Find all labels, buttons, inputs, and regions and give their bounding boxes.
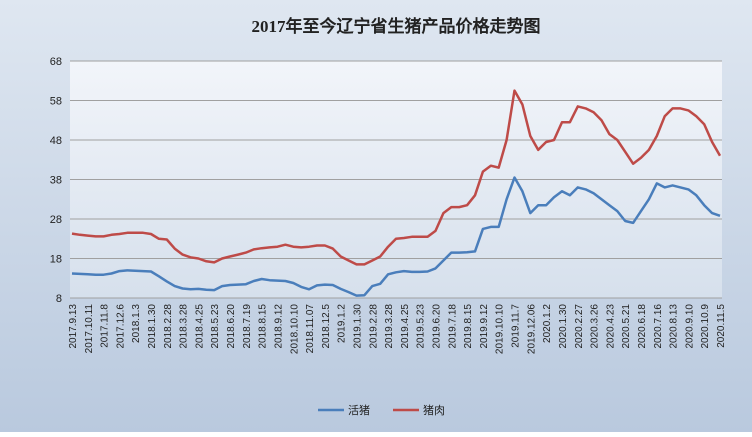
series-line: [71, 89, 722, 266]
x-tick-label: 2018.6.20: [226, 304, 237, 349]
y-tick-label: 68: [50, 56, 62, 68]
legend-label: 活猪: [348, 404, 370, 417]
y-tick-label: 8: [56, 293, 62, 305]
y-tick-label: 38: [50, 175, 62, 187]
x-tick-label: 2020.11.5: [716, 304, 727, 348]
x-tick-label: 2020.4.23: [605, 304, 616, 349]
x-tick-label: 2017.10.11: [84, 304, 95, 354]
x-tick-label: 2019.2.28: [368, 304, 379, 349]
x-tick-label: 2019.8.15: [463, 304, 474, 349]
x-tick-label: 2018.3.28: [179, 304, 190, 349]
x-tick-label: 2020.5.21: [621, 304, 632, 349]
x-tick-label: 2018.1.30: [147, 304, 158, 349]
x-tick-label: 2020.1.2: [542, 304, 553, 343]
x-tick-label: 2018.4.25: [194, 304, 205, 349]
x-tick-label: 2018.2.28: [163, 304, 174, 349]
x-tick-label: 2019.6.20: [432, 304, 443, 349]
x-tick-label: 2018.10.10: [289, 304, 300, 354]
x-tick-label: 2017.11.8: [100, 304, 111, 348]
x-tick-label: 2020.10.9: [700, 304, 711, 349]
x-tick-label: 2020.9.10: [684, 304, 695, 349]
x-tick-label: 2019.4.25: [400, 304, 411, 349]
x-tick-label: 2018.8.15: [258, 304, 269, 349]
x-tick-label: 2018.1.3: [131, 304, 142, 343]
x-tick-label: 2019.10.10: [495, 304, 506, 354]
y-tick-label: 18: [50, 254, 62, 266]
x-tick-label: 2019.1.30: [352, 304, 363, 349]
y-tick-label: 28: [50, 214, 62, 226]
x-tick-label: 2019.1.2: [337, 304, 348, 343]
x-tick-label: 2018.12.5: [321, 304, 332, 349]
x-tick-label: 2020.7.16: [653, 304, 664, 349]
x-tick-label: 2020.6.18: [637, 304, 648, 349]
x-tick-label: 2017.12.6: [115, 304, 126, 349]
x-tick-label: 2020.3.26: [590, 304, 601, 349]
x-tick-label: 2019.11.7: [511, 304, 522, 348]
chart-title: 2017年至今辽宁省生猪产品价格走势图: [252, 16, 541, 36]
x-tick-label: 2019.3.28: [384, 304, 395, 349]
x-tick-label: 2019.7.18: [447, 304, 458, 349]
x-tick-label: 2019.12.06: [526, 304, 537, 354]
x-tick-label: 2019.9.12: [479, 304, 490, 349]
x-tick-label: 2020.1.30: [558, 304, 569, 349]
x-tick-label: 2017.9.13: [68, 304, 79, 349]
x-tick-label: 2018.5.23: [210, 304, 221, 349]
series-line: [71, 176, 721, 297]
x-tick-label: 2019.5.23: [416, 304, 427, 349]
x-tick-label: 2018.7.19: [242, 304, 253, 349]
x-tick-label: 2020.8.13: [669, 304, 680, 349]
x-tick-label: 2020.2.27: [574, 304, 585, 349]
y-tick-label: 58: [50, 96, 62, 108]
y-tick-label: 48: [50, 135, 62, 147]
x-tick-label: 2018.9.12: [273, 304, 284, 349]
x-tick-label: 2018.11.07: [305, 304, 316, 354]
legend-label: 猪肉: [423, 404, 445, 417]
